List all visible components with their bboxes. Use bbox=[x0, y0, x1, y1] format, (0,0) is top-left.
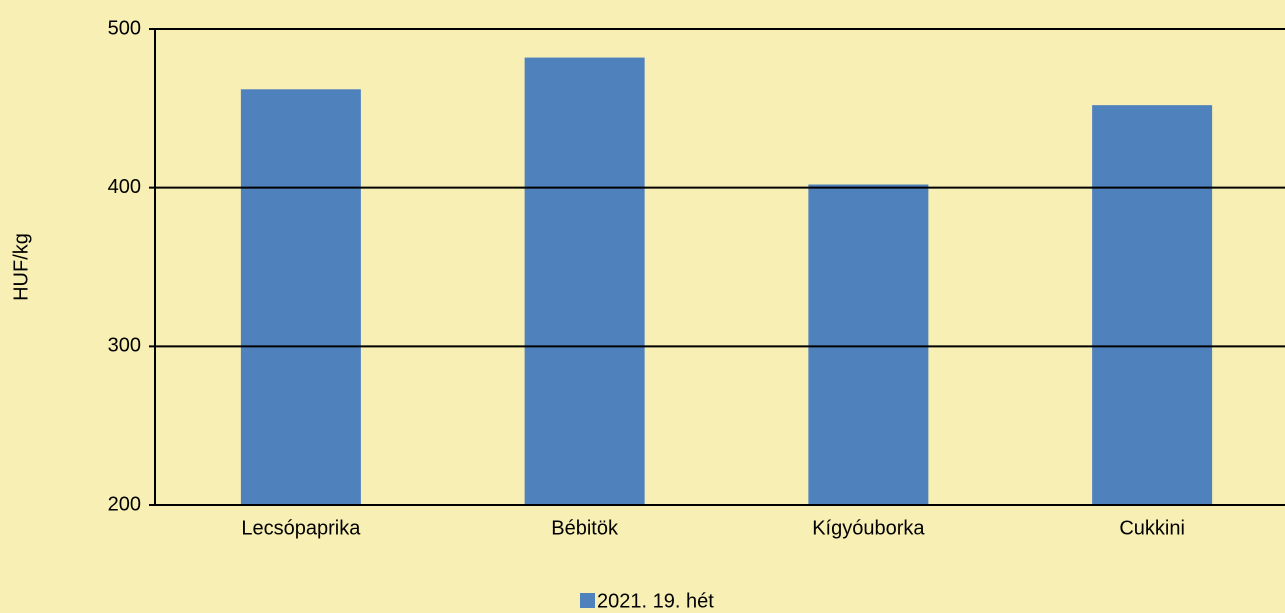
y-tick-label: 400 bbox=[108, 176, 141, 198]
bar bbox=[240, 89, 361, 505]
bar bbox=[524, 57, 645, 506]
x-tick-label: Lecsópaprika bbox=[241, 517, 361, 539]
y-tick-label: 500 bbox=[108, 17, 141, 39]
y-tick-label: 200 bbox=[108, 493, 141, 515]
y-tick-label: 300 bbox=[108, 335, 141, 357]
y-axis-label: HUF/kg bbox=[10, 233, 32, 301]
bar bbox=[1092, 105, 1213, 505]
x-tick-label: Cukkini bbox=[1119, 517, 1185, 539]
x-tick-label: Bébitök bbox=[551, 517, 619, 539]
x-tick-label: Kígyóuborka bbox=[812, 517, 925, 539]
legend-label: 2021. 19. hét bbox=[597, 590, 714, 612]
bar bbox=[808, 184, 929, 505]
legend-swatch bbox=[580, 593, 595, 608]
